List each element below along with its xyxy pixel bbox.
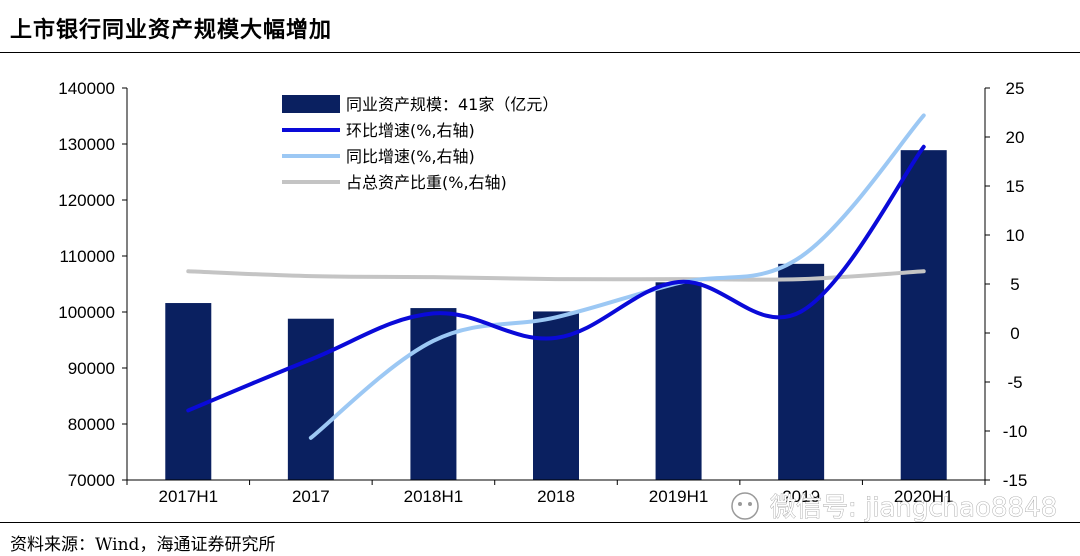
legend-label-bars: 同业资产规模：41家（亿元） (346, 95, 558, 114)
right-tick-label: 0 (1010, 324, 1019, 343)
left-tick-label: 90000 (68, 359, 115, 378)
bar-2017H1 (165, 303, 212, 480)
x-tick-label: 2018 (537, 487, 575, 506)
bar-2017 (287, 318, 334, 480)
x-tick-label: 2018H1 (404, 487, 464, 506)
left-tick-label: 120000 (58, 191, 115, 210)
legend: 同业资产规模：41家（亿元） 环比增速(%,右轴) 同比增速(%,右轴) 占总资产比重… (282, 95, 558, 192)
right-tick-label: -10 (1003, 422, 1028, 441)
right-tick-label: -15 (1003, 471, 1028, 490)
wechat-icon (731, 492, 759, 520)
right-tick-label: 15 (1006, 177, 1025, 196)
left-tick-label: 110000 (60, 247, 115, 266)
wechat-icon-eye-left (738, 502, 742, 506)
source-note: 资料来源：Wind，海通证券研究所 (10, 535, 276, 555)
legend-label-line-1: 同比增速(%,右轴) (346, 147, 475, 166)
right-tick-label: -5 (1007, 373, 1022, 392)
legend-label-line-0: 环比增速(%,右轴) (346, 121, 475, 140)
left-tick-label: 80000 (68, 415, 115, 434)
line-series-2 (186, 269, 926, 282)
axes: 70000 80000 90000 100000 110000 120000 130000 1… (58, 79, 1027, 506)
left-tick-label: 70000 (68, 471, 115, 490)
wechat-icon-eye-right (748, 502, 752, 506)
right-tick-label: 25 (1006, 79, 1025, 98)
right-tick-label: 10 (1006, 226, 1025, 245)
page-title: 上市银行同业资产规模大幅增加 (10, 17, 333, 43)
bar-2018H1 (410, 308, 457, 480)
watermark-text: 微信号: jiangchao8848 (770, 493, 1057, 523)
legend-swatch-bars (282, 95, 340, 113)
line-series-1 (308, 113, 926, 440)
watermark: 微信号: jiangchao8848 (731, 492, 1058, 523)
bar-2020H1 (900, 150, 947, 480)
right-tick-label: 20 (1006, 128, 1025, 147)
bar-series (165, 150, 947, 480)
bar-2019 (778, 263, 825, 480)
left-tick-label: 100000 (58, 303, 115, 322)
legend-label-line-2: 占总资产比重(%,右轴) (346, 173, 507, 192)
footer-divider (0, 522, 1080, 523)
line-series-0 (186, 144, 926, 413)
x-tick-label: 2019H1 (649, 487, 709, 506)
right-tick-label: 5 (1010, 275, 1019, 294)
x-tick-label: 2020H1 (894, 487, 954, 506)
left-tick-label: 130000 (58, 135, 115, 154)
line-series (186, 113, 926, 440)
x-tick-label: 2019 (782, 487, 820, 506)
x-tick-label: 2017 (292, 487, 330, 506)
bar-2019H1 (655, 282, 702, 480)
x-tick-label: 2017H1 (159, 487, 219, 506)
title-divider (0, 52, 1080, 53)
left-tick-label: 140000 (58, 79, 115, 98)
